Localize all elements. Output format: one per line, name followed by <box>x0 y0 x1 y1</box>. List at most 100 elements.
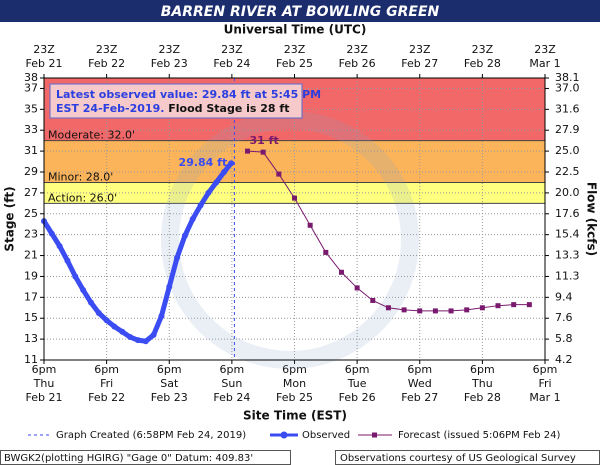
y2-tick-label: 5.8 <box>555 332 573 345</box>
top-tick-label: 23Z <box>284 43 306 56</box>
y2-tick-label: 11.3 <box>555 269 580 282</box>
y-tick-label: 38 <box>24 71 38 84</box>
flood-band <box>44 140 545 183</box>
observed-point <box>48 230 55 237</box>
forecast-point <box>511 302 517 308</box>
observed-point <box>158 313 165 320</box>
top-tick-label: 23Z <box>409 43 431 56</box>
x-tick-date: Feb 26 <box>339 391 376 404</box>
y-tick-label: 33 <box>24 123 38 136</box>
y2-axis-title: Flow (kcfs) <box>585 182 599 256</box>
top-tick-label: 23Z <box>96 43 118 56</box>
legend-symbol <box>280 431 288 439</box>
top-tick-label: 23Z <box>534 43 556 56</box>
x-tick-label: 6pm <box>282 363 307 376</box>
forecast-point <box>464 307 470 313</box>
x-tick-day: Thu <box>471 377 493 390</box>
x-tick-date: Feb 28 <box>464 391 501 404</box>
observed-point <box>111 323 118 330</box>
x-tick-label: 6pm <box>533 363 558 376</box>
y-tick-label: 23 <box>24 228 38 241</box>
title-bar <box>0 0 600 22</box>
y-tick-label: 13 <box>24 332 38 345</box>
annotation: 31 ft <box>250 134 279 147</box>
annotation: 29.84 ft <box>179 156 228 169</box>
y2-tick-label: 7.6 <box>555 311 573 324</box>
observed-point <box>64 257 71 264</box>
info-flood-stage: Flood Stage is 28 ft <box>168 102 289 115</box>
observed-point <box>189 216 196 222</box>
observed-point <box>221 169 228 175</box>
y-axis-title: Stage (ft) <box>3 186 17 251</box>
y2-tick-label: 13.3 <box>555 249 580 262</box>
x-tick-date: Feb 23 <box>151 391 188 404</box>
observed-point <box>166 283 173 290</box>
x-tick-date: Mar 1 <box>529 391 560 404</box>
observed-point <box>205 189 212 196</box>
observed-point <box>87 299 94 306</box>
observed-point <box>213 179 220 186</box>
x-tick-label: 6pm <box>157 363 182 376</box>
top-tick-date: Feb 27 <box>401 57 438 70</box>
y-tick-label: 17 <box>24 290 38 303</box>
x-tick-label: 6pm <box>32 363 57 376</box>
observed-point <box>80 287 87 294</box>
overlay: Latest observed value: 29.84 ft at 5:45 … <box>49 83 321 119</box>
x-tick-date: Feb 27 <box>401 391 438 404</box>
y-tick-label: 11 <box>24 353 38 366</box>
observed-point <box>150 331 157 338</box>
observed-point <box>72 273 79 280</box>
forecast-point <box>401 307 407 313</box>
forecast-point <box>260 149 266 155</box>
x-tick-day: Fri <box>538 377 551 390</box>
footer-left: BWGK2(plotting HGIRG) "Gage 0" Datum: 40… <box>4 453 253 464</box>
y2-tick-label: 15.4 <box>555 228 580 241</box>
top-tick-date: Feb 22 <box>88 57 125 70</box>
flood-label: Action: 26.0' <box>48 191 117 204</box>
forecast-point <box>354 285 360 291</box>
info-line: EST 24-Feb-2019. Flood Stage is 28 ft <box>56 102 289 115</box>
top-tick-label: 23Z <box>221 43 243 56</box>
forecast-point <box>432 308 438 314</box>
info-date: EST 24-Feb-2019. <box>56 102 164 115</box>
x-tick-label: 6pm <box>220 363 245 376</box>
forecast-point <box>479 305 485 311</box>
top-tick-date: Feb 24 <box>213 57 250 70</box>
flood-label: Minor: 28.0' <box>48 170 113 183</box>
y2-tick-label: 9.4 <box>555 290 573 303</box>
y2-tick-label: 37.0 <box>555 81 580 94</box>
x-tick-day: Fri <box>100 377 113 390</box>
observed-point <box>197 202 204 209</box>
x-tick-day: Mon <box>283 377 306 390</box>
top-tick-date: Feb 23 <box>151 57 188 70</box>
info-box <box>49 83 303 119</box>
observed-point <box>134 337 141 344</box>
x-tick-day: Thu <box>33 377 55 390</box>
x-tick-day: Sun <box>221 377 242 390</box>
x-tick-day: Wed <box>408 377 432 390</box>
top-tick-label: 23Z <box>158 43 180 56</box>
top-tick-date: Feb 21 <box>26 57 63 70</box>
x-tick-label: 6pm <box>407 363 432 376</box>
observed-point <box>127 334 134 341</box>
legend-label: Forecast (issued 5:06PM Feb 24) <box>398 430 561 441</box>
forecast-point <box>307 222 313 228</box>
observed-point <box>142 338 149 345</box>
forecast-point <box>526 302 532 308</box>
forecast-point <box>495 303 501 309</box>
x-tick-label: 6pm <box>94 363 119 376</box>
forecast-point <box>417 308 423 314</box>
y-tick-label: 37 <box>24 81 38 94</box>
y2-tick-label: 38.1 <box>555 71 580 84</box>
forecast-point <box>276 171 282 177</box>
y2-tick-label: 17.6 <box>555 207 580 220</box>
y-tick-label: 35 <box>24 102 38 115</box>
forecast-point <box>323 249 329 255</box>
x-tick-day: Sat <box>160 377 179 390</box>
x-tick-date: Feb 24 <box>213 391 250 404</box>
y2-tick-label: 31.6 <box>555 102 580 115</box>
legend: Graph Created (6:58PM Feb 24, 2019) Obse… <box>28 430 561 441</box>
plot-border <box>43 77 546 361</box>
x-tick-date: Feb 25 <box>276 391 313 404</box>
